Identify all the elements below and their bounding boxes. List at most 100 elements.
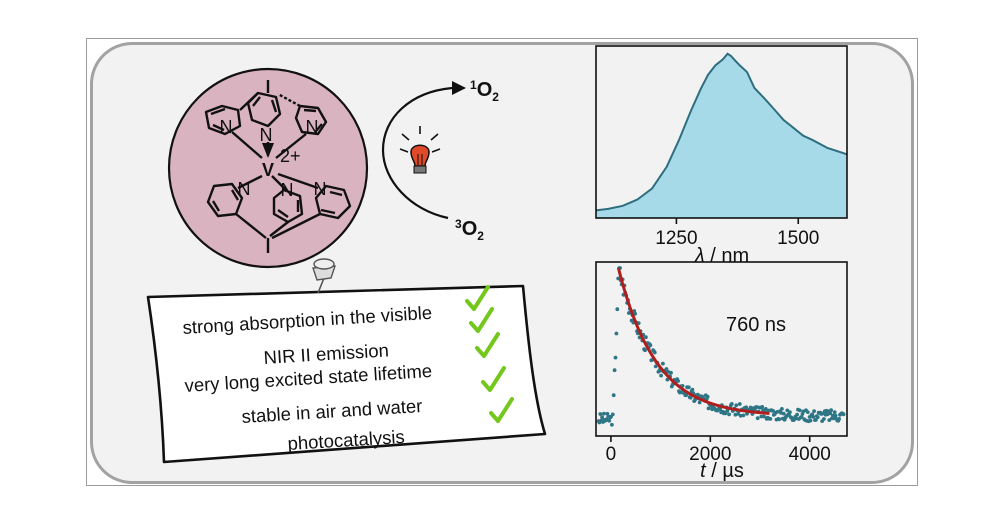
ligand-skeleton [204,80,352,253]
decay-data-point [737,402,742,406]
vanadium-complex: N N N N N N V 2+ [167,67,369,269]
decay-data-point [661,361,665,366]
decay-kinetics-chart: 0 2000 4000 760 ns t / µs [595,261,848,482]
decay-x-axis-label: t / µs [700,460,744,482]
decay-data-point [808,418,813,423]
decay-data-point [781,411,786,416]
decay-data-point [734,403,739,408]
decay-data-point [833,413,838,418]
decay-data-point [744,405,748,410]
decay-data-point [611,393,616,398]
decay-data-point [688,395,693,400]
decay-data-point [831,413,835,418]
decay-data-point [669,370,673,375]
complex-circle [167,67,369,269]
decay-data-point [653,364,658,369]
decay-data-point [644,335,648,340]
decay-data-point [814,418,818,422]
decay-data-point [607,418,612,423]
nitrogen-label: N [306,117,319,137]
singlet-oxygen-label: 1O2 [470,78,499,104]
decay-x-tick-label: 2000 [689,444,731,465]
pushpin-icon [312,258,337,294]
check-icon [475,332,500,358]
decay-data-point [762,414,766,419]
decay-data-point [741,413,746,418]
decay-data-point [614,331,619,336]
decay-data-point [690,387,695,392]
decay-data-point [705,394,710,399]
decay-x-tick-label: 4000 [789,444,831,465]
vanadium-label: V [262,160,274,180]
decay-data-point [727,412,731,417]
decay-data-point [697,400,702,405]
decay-data-point [652,350,657,355]
nitrogen-label: N [314,179,327,199]
decay-data-point [777,417,782,422]
decay-data-point [832,410,837,414]
check-icon [489,397,514,423]
charge-label: 2+ [280,146,301,166]
nitrogen-label: N [260,125,273,145]
decay-data-point [664,367,669,371]
decay-data-point [799,415,804,419]
decay-data-point [827,418,832,422]
decay-data-point [760,405,765,409]
check-icon [481,366,506,392]
decay-data-point [829,408,833,413]
nitrogen-label: N [220,117,233,137]
decay-data-point [812,409,816,413]
lifetime-annotation: 760 ns [726,314,786,336]
decay-data-point [686,385,691,390]
emission-area [596,53,847,219]
decay-data-point [706,406,711,411]
decay-data-point [795,412,799,417]
spectrum-x-tick-label: 1500 [777,228,819,249]
decay-data-point [613,355,618,360]
decay-data-point [612,368,617,373]
decay-data-point [788,410,792,415]
spectrum-axes-frame [595,45,848,219]
decay-data-point [755,416,760,421]
decay-data-point [718,407,723,411]
nitrogen-label: N [238,179,251,199]
emission-spectrum-chart: 1250 1500 λ / nm [595,45,848,267]
decay-data-point [780,407,784,411]
decay-data-point [616,276,621,281]
decay-data-point [684,393,689,397]
decay-data-point [610,422,614,427]
decay-data-point [676,379,680,383]
decay-data-point [797,408,802,413]
note-paper [146,284,547,464]
check-icon [465,285,490,311]
decay-data-point [598,412,603,416]
decay-data-point [600,415,604,420]
check-icon [469,307,494,333]
decay-data-point [615,307,620,312]
decay-data-point [729,402,734,406]
decay-data-point [648,343,653,348]
arrow-head [452,81,466,95]
decay-data-point [602,411,606,416]
lightbulb-icon [399,126,441,174]
decay-data-point [610,412,615,417]
decay-data-point [643,348,647,353]
triplet-oxygen-label: 3O2 [455,217,484,243]
decay-data-point [771,408,775,413]
decay-x-tick-label: 0 [606,444,617,465]
decay-data-point [759,414,764,419]
decay-data-point [822,417,826,421]
wedge-bond [262,143,274,158]
oxygen-cycle: 1O2 3O2 [381,78,499,243]
decay-data-point [828,411,833,416]
spectrum-x-tick-label: 1250 [655,228,697,249]
emission-line [595,52,848,212]
spectrum-x-axis-label: λ / nm [694,245,749,267]
decay-data-point [841,412,846,417]
decay-data-point [768,417,773,421]
decay-data-point [659,373,663,378]
decay-fit-curve [616,267,770,415]
nitrogen-label: N [281,180,294,200]
